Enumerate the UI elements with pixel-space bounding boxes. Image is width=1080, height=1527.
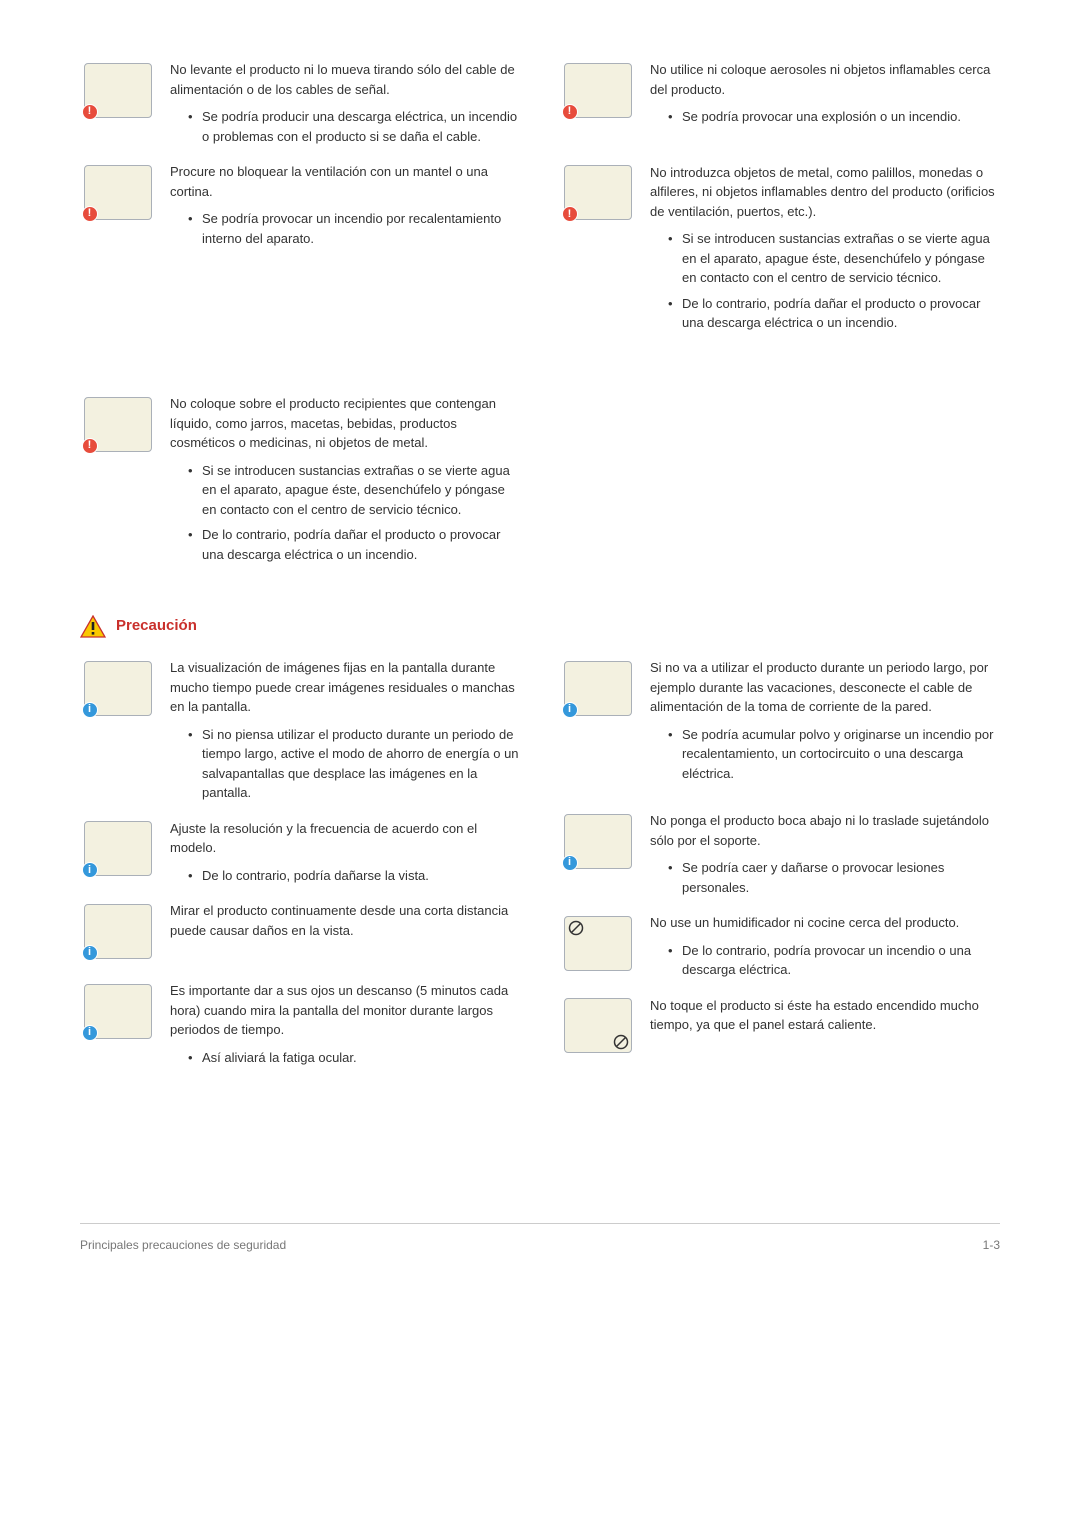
warning-icon: ! [80,162,155,222]
left-column: ! No levante el producto ni lo mueva tir… [80,60,520,580]
caution-text: Si no va a utilizar el producto durante … [650,658,1000,717]
warning-item: ! Procure no bloquear la ventilación con… [80,162,520,254]
footer-left: Principales precauciones de seguridad [80,1236,286,1254]
caution-text: Es importante dar a sus ojos un descanso… [170,981,520,1040]
bullet-list: Se podría provocar un incendio por recal… [170,209,520,248]
warning-icon: ! [80,60,155,120]
warning-icon: ! [560,60,635,120]
warning-icon: ! [560,163,635,223]
bullet-item: Si se introducen sustancias extrañas o s… [188,461,520,520]
warning-item: ! No utilice ni coloque aerosoles ni obj… [560,60,1000,133]
caution-item: No use un humidificador ni cocine cerca … [560,913,1000,986]
caution-text: Mirar el producto continuamente desde un… [170,901,520,940]
bullet-item: Se podría producir una descarga eléctric… [188,107,520,146]
prohibit-icon [568,920,584,936]
caution-icon: i [80,981,155,1041]
caution-icon [560,913,635,973]
bullet-item: Si se introducen sustancias extrañas o s… [668,229,1000,288]
bullet-list: Si se introducen sustancias extrañas o s… [650,229,1000,333]
right-column: i Si no va a utilizar el producto durant… [560,658,1000,1083]
bullet-list: Si no piensa utilizar el producto durant… [170,725,520,803]
left-column: i La visualización de imágenes fijas en … [80,658,520,1083]
caution-section: i La visualización de imágenes fijas en … [80,658,1000,1083]
warning-text: No introduzca objetos de metal, como pal… [650,163,1000,222]
warning-text: No levante el producto ni lo mueva tiran… [170,60,520,99]
bullet-item: Se podría provocar una explosión o un in… [668,107,1000,127]
warning-text: Procure no bloquear la ventilación con u… [170,162,520,201]
bullet-item: Así aliviará la fatiga ocular. [188,1048,520,1068]
heading-text: Precaución [116,615,197,638]
caution-item: i Si no va a utilizar el producto durant… [560,658,1000,789]
bullet-item: De lo contrario, podría provocar un ince… [668,941,1000,980]
caution-icon: i [560,811,635,871]
bullet-list: De lo contrario, podría provocar un ince… [650,941,1000,980]
warning-section: ! No levante el producto ni lo mueva tir… [80,60,1000,580]
caution-text: No toque el producto si éste ha estado e… [650,996,1000,1035]
warning-text: No utilice ni coloque aerosoles ni objet… [650,60,1000,99]
prohibit-icon [613,1034,629,1050]
bullet-item: Se podría caer y dañarse o provocar lesi… [668,858,1000,897]
caution-item: i No ponga el producto boca abajo ni lo … [560,811,1000,903]
bullet-item: De lo contrario, podría dañar el product… [188,525,520,564]
warning-item: ! No levante el producto ni lo mueva tir… [80,60,520,152]
caution-item: i Ajuste la resolución y la frecuencia d… [80,819,520,892]
caution-triangle-icon [80,615,106,638]
caution-text: No use un humidificador ni cocine cerca … [650,913,1000,933]
bullet-list: Así aliviará la fatiga ocular. [170,1048,520,1068]
caution-text: No ponga el producto boca abajo ni lo tr… [650,811,1000,850]
bullet-item: De lo contrario, podría dañarse la vista… [188,866,520,886]
caution-icon: i [80,658,155,718]
bullet-list: Se podría producir una descarga eléctric… [170,107,520,146]
warning-icon: ! [80,394,155,454]
bullet-list: Se podría acumular polvo y originarse un… [650,725,1000,784]
precaucion-heading: Precaución [80,615,1000,638]
warning-item: ! No introduzca objetos de metal, como p… [560,163,1000,339]
caution-text: La visualización de imágenes fijas en la… [170,658,520,717]
bullet-list: Si se introducen sustancias extrañas o s… [170,461,520,565]
bullet-item: Se podría acumular polvo y originarse un… [668,725,1000,784]
bullet-list: Se podría caer y dañarse o provocar lesi… [650,858,1000,897]
bullet-item: Si no piensa utilizar el producto durant… [188,725,520,803]
bullet-item: De lo contrario, podría dañar el product… [668,294,1000,333]
caution-item: i La visualización de imágenes fijas en … [80,658,520,809]
footer-right: 1-3 [983,1236,1000,1254]
warning-text: No coloque sobre el producto recipientes… [170,394,520,453]
warning-item: ! No coloque sobre el producto recipient… [80,394,520,570]
caution-text: Ajuste la resolución y la frecuencia de … [170,819,520,858]
bullet-item: Se podría provocar un incendio por recal… [188,209,520,248]
caution-item: No toque el producto si éste ha estado e… [560,996,1000,1056]
caution-item: i Mirar el producto continuamente desde … [80,901,520,961]
caution-icon: i [80,819,155,879]
caution-item: i Es importante dar a sus ojos un descan… [80,981,520,1073]
page-footer: Principales precauciones de seguridad 1-… [80,1223,1000,1254]
bullet-list: Se podría provocar una explosión o un in… [650,107,1000,127]
bullet-list: De lo contrario, podría dañarse la vista… [170,866,520,886]
caution-icon: i [560,658,635,718]
caution-icon [560,996,635,1056]
caution-icon: i [80,901,155,961]
right-column: ! No utilice ni coloque aerosoles ni obj… [560,60,1000,580]
